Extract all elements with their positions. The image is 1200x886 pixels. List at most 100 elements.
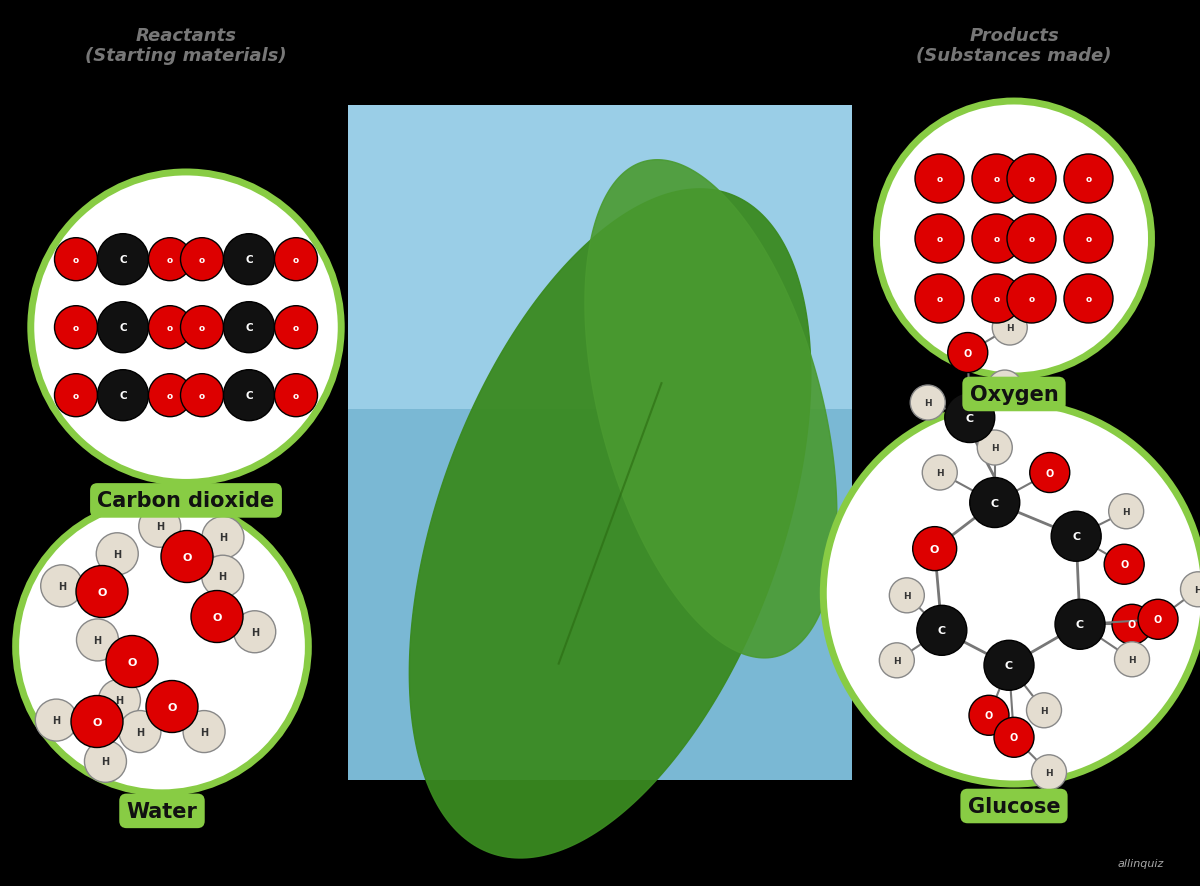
Text: o: o bbox=[73, 323, 79, 332]
Text: Oxygen: Oxygen bbox=[970, 385, 1058, 405]
Circle shape bbox=[54, 374, 97, 417]
Text: C: C bbox=[119, 255, 127, 265]
Circle shape bbox=[992, 311, 1027, 346]
Text: C: C bbox=[991, 498, 998, 508]
Text: H: H bbox=[200, 727, 208, 737]
Text: H: H bbox=[113, 549, 121, 559]
Circle shape bbox=[202, 517, 244, 559]
Text: H: H bbox=[136, 727, 144, 737]
Circle shape bbox=[1064, 214, 1114, 264]
Circle shape bbox=[1007, 155, 1056, 204]
Text: O: O bbox=[985, 711, 994, 720]
Circle shape bbox=[234, 611, 276, 653]
Text: o: o bbox=[73, 392, 79, 400]
Circle shape bbox=[54, 238, 97, 282]
Text: O: O bbox=[167, 702, 176, 711]
Circle shape bbox=[96, 533, 138, 575]
Circle shape bbox=[880, 643, 914, 678]
Text: o: o bbox=[936, 175, 942, 183]
Text: H: H bbox=[904, 591, 911, 600]
Text: C: C bbox=[245, 255, 253, 265]
Circle shape bbox=[149, 374, 192, 417]
Text: H: H bbox=[251, 627, 259, 637]
Text: H: H bbox=[924, 399, 931, 408]
Circle shape bbox=[84, 741, 126, 782]
Circle shape bbox=[119, 711, 161, 753]
Circle shape bbox=[984, 641, 1034, 690]
Circle shape bbox=[41, 565, 83, 607]
Text: C: C bbox=[119, 323, 127, 333]
Circle shape bbox=[923, 455, 958, 491]
Text: C: C bbox=[119, 391, 127, 400]
Text: H: H bbox=[1128, 655, 1136, 664]
Circle shape bbox=[916, 275, 964, 323]
Circle shape bbox=[202, 556, 244, 597]
Bar bbox=[348, 106, 852, 780]
Text: Products
(Substances made): Products (Substances made) bbox=[917, 27, 1111, 66]
Text: H: H bbox=[115, 696, 124, 705]
Circle shape bbox=[823, 403, 1200, 784]
Text: o: o bbox=[293, 323, 299, 332]
Text: O: O bbox=[92, 717, 102, 727]
Text: C: C bbox=[245, 323, 253, 333]
Circle shape bbox=[139, 506, 181, 548]
Circle shape bbox=[944, 393, 995, 443]
Text: O: O bbox=[1154, 615, 1162, 625]
Circle shape bbox=[970, 696, 1009, 735]
Text: O: O bbox=[1010, 733, 1018, 742]
Text: o: o bbox=[167, 323, 173, 332]
Circle shape bbox=[1026, 693, 1062, 728]
Text: H: H bbox=[58, 581, 66, 591]
Circle shape bbox=[275, 307, 318, 349]
Text: H: H bbox=[1045, 768, 1052, 777]
Text: O: O bbox=[212, 612, 222, 622]
Circle shape bbox=[972, 214, 1021, 264]
Circle shape bbox=[161, 531, 214, 583]
Circle shape bbox=[97, 370, 149, 421]
Circle shape bbox=[1007, 275, 1056, 323]
Text: H: H bbox=[936, 469, 943, 478]
Circle shape bbox=[76, 566, 128, 618]
Circle shape bbox=[180, 374, 223, 417]
Text: H: H bbox=[991, 444, 998, 453]
Circle shape bbox=[1181, 572, 1200, 607]
Text: o: o bbox=[994, 295, 1000, 304]
Circle shape bbox=[1064, 275, 1114, 323]
Text: O: O bbox=[1128, 619, 1136, 630]
Text: C: C bbox=[937, 626, 946, 635]
Circle shape bbox=[71, 696, 124, 748]
Circle shape bbox=[972, 275, 1021, 323]
Circle shape bbox=[1138, 600, 1178, 640]
Circle shape bbox=[948, 333, 988, 373]
Text: H: H bbox=[218, 532, 227, 543]
Circle shape bbox=[146, 680, 198, 733]
Circle shape bbox=[149, 238, 192, 282]
Circle shape bbox=[994, 718, 1034, 758]
Circle shape bbox=[1064, 155, 1114, 204]
Circle shape bbox=[223, 302, 275, 354]
Text: O: O bbox=[127, 657, 137, 667]
Text: H: H bbox=[218, 571, 227, 581]
Text: C: C bbox=[245, 391, 253, 400]
Text: o: o bbox=[1086, 295, 1092, 304]
Circle shape bbox=[1032, 755, 1067, 790]
Circle shape bbox=[977, 431, 1013, 465]
Circle shape bbox=[223, 370, 275, 421]
Circle shape bbox=[970, 478, 1020, 528]
Circle shape bbox=[1115, 642, 1150, 677]
Text: C: C bbox=[966, 413, 974, 423]
Text: o: o bbox=[1086, 235, 1092, 244]
Text: H: H bbox=[94, 635, 102, 645]
Text: o: o bbox=[1028, 295, 1034, 304]
Polygon shape bbox=[409, 190, 811, 858]
Circle shape bbox=[184, 711, 226, 753]
Text: C: C bbox=[1076, 619, 1084, 630]
Circle shape bbox=[275, 238, 318, 282]
Text: C: C bbox=[1072, 532, 1080, 541]
Text: allinquiz: allinquiz bbox=[1117, 859, 1164, 868]
Circle shape bbox=[77, 619, 119, 661]
Text: o: o bbox=[167, 255, 173, 264]
Text: H: H bbox=[53, 715, 60, 726]
Circle shape bbox=[275, 374, 318, 417]
Circle shape bbox=[223, 235, 275, 285]
